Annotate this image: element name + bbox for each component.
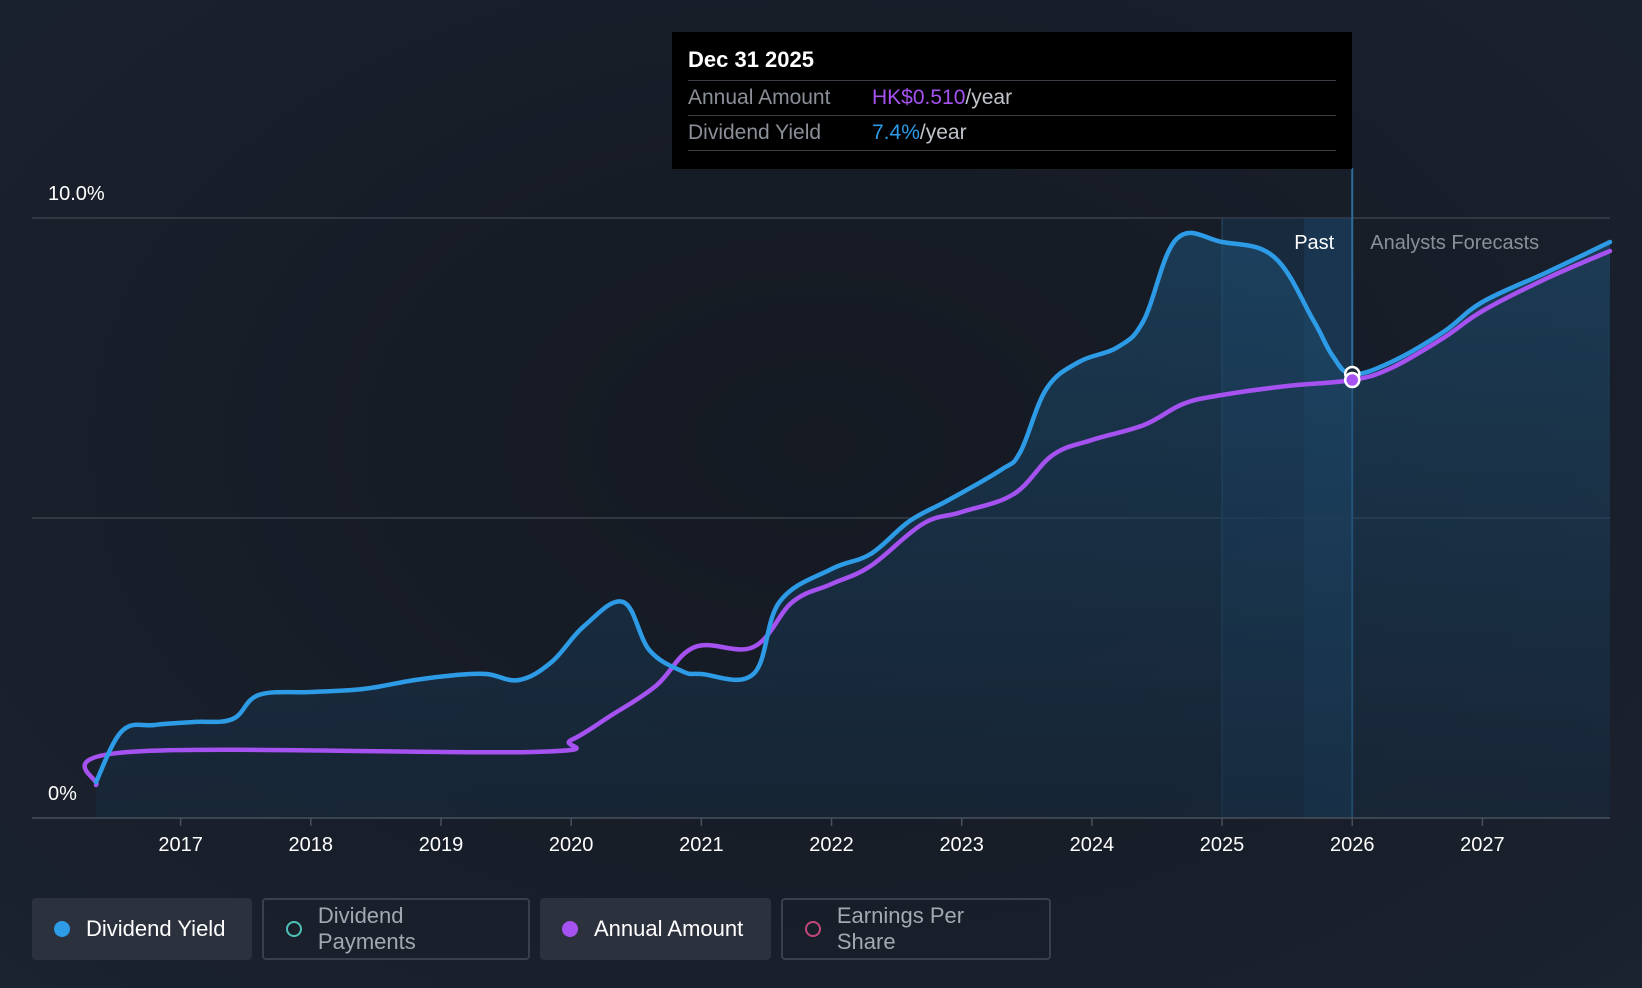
x-tick-label-2023: 2023 (939, 834, 984, 856)
annual-amount-line (82, 248, 1613, 788)
x-tick-label-2027: 2027 (1460, 834, 1505, 856)
x-tick-label-2017: 2017 (158, 834, 203, 856)
legend-dividend-payments-label: Dividend Payments (317, 903, 416, 954)
marker-layer (1343, 365, 1361, 389)
y-axis-bottom-label: 0% (48, 783, 77, 805)
x-tick-label-2020: 2020 (549, 834, 594, 856)
axis-layer: 2017 2018 2019 2020 2021 2022 2023 2024 2025 2026… (32, 817, 1610, 856)
legend-annual-amount-label: Annual Amount (594, 916, 744, 941)
tooltip-yield-unit: /year (919, 121, 967, 144)
tooltip-date: Dec 31 2025 (688, 46, 1336, 81)
forecast-region-label: Analysts Forecasts (1370, 232, 1539, 254)
tooltip-annual-unit: /year (965, 86, 1013, 109)
legend-dividend-yield[interactable]: Dividend Yield (32, 898, 252, 960)
legend-dividend-payments-dot-icon (286, 921, 302, 937)
past-region-label: Past (1294, 232, 1334, 254)
tooltip-yield-label: Dividend Yield (688, 121, 822, 144)
legend-dividend-yield-dot-icon (54, 921, 70, 937)
dividend-yield-line (93, 230, 1613, 785)
legend-earnings-per-share-label: Earnings Per Share (836, 903, 965, 954)
x-tick-label-2021: 2021 (679, 834, 724, 856)
legend-annual-amount-dot-icon (562, 921, 578, 937)
tooltip-annual-value: HK$0.510 (872, 86, 966, 109)
tooltip-annual-label: Annual Amount (688, 86, 831, 109)
area-layer (96, 232, 1610, 819)
legend-earnings-per-share[interactable]: Earnings Per Share (781, 898, 1051, 960)
legend-dividend-payments[interactable]: Dividend Payments (262, 898, 530, 960)
line-layer (82, 230, 1613, 788)
x-tick-label-2026: 2026 (1330, 834, 1375, 856)
tooltip-yield-value: 7.4% (872, 121, 920, 144)
legend-dividend-yield-label: Dividend Yield (86, 916, 226, 941)
x-tick-label-2025: 2025 (1200, 834, 1245, 856)
tooltip-yield-row: Dividend Yield 7.4%/year (688, 116, 1336, 151)
hover-tooltip: Dec 31 2025 Annual Amount HK$0.510/year … (672, 32, 1352, 169)
legend-annual-amount[interactable]: Annual Amount (540, 898, 771, 960)
annual-amount-marker (1343, 371, 1361, 389)
dividend-yield-area (96, 232, 1610, 819)
x-tick-label-2022: 2022 (809, 834, 854, 856)
chart-legend: Dividend Yield Dividend Payments Annual … (32, 898, 1051, 960)
x-tick-label-2018: 2018 (289, 834, 334, 856)
legend-earnings-per-share-dot-icon (805, 921, 821, 937)
x-tick-label-2024: 2024 (1070, 834, 1115, 856)
tooltip-annual-row: Annual Amount HK$0.510/year (688, 81, 1336, 116)
x-tick-label-2019: 2019 (419, 834, 464, 856)
y-axis-top-label: 10.0% (48, 183, 105, 205)
